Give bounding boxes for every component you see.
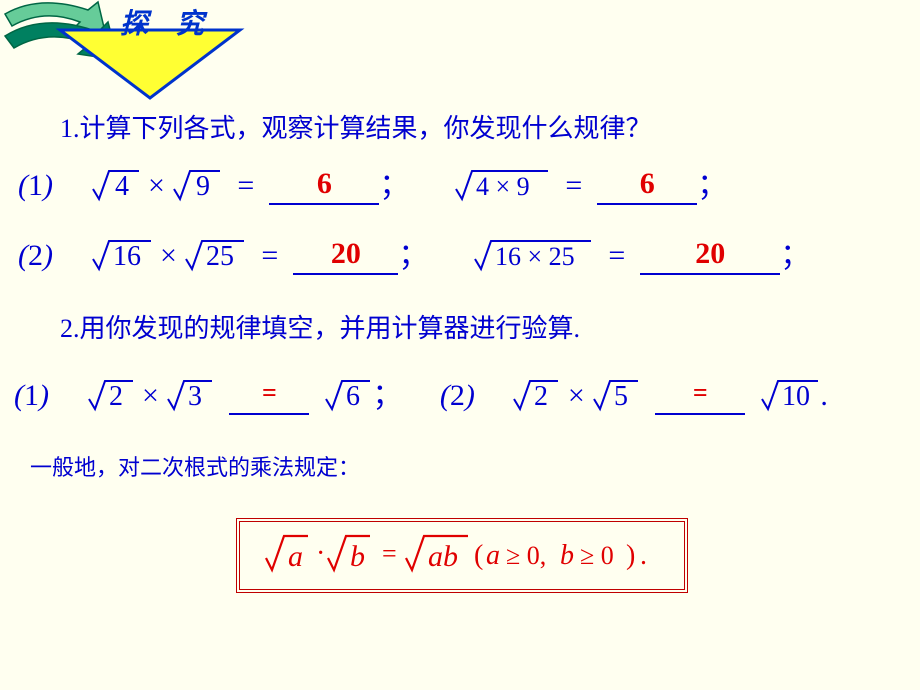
times: × [160, 239, 184, 272]
times: × [568, 379, 592, 412]
paren-close: ) [39, 379, 49, 412]
q2-p1-ans: = [262, 378, 277, 407]
svg-text:10: 10 [782, 381, 810, 412]
q1-l1-blank2: 6 [597, 169, 697, 205]
q1-l1-blank1: 6 [269, 169, 379, 205]
equals: = [254, 239, 286, 272]
semicolon: ； [780, 239, 810, 272]
semicolon: ； [372, 379, 402, 412]
sqrt-2: 2 [87, 379, 135, 412]
banner-text: 探究 [120, 2, 232, 42]
times: × [142, 379, 166, 412]
svg-text:16: 16 [113, 241, 141, 272]
q1-line2: (2) 16 × 25 = 20 ； 16 × 25 = 20 ； [18, 230, 810, 275]
semicolon: ； [697, 169, 727, 202]
svg-text:≥ 0,: ≥ 0, [506, 541, 546, 570]
sqrt-5: 5 [592, 379, 640, 412]
sqrt-10: 10 [760, 379, 820, 412]
q1-l2-label: 2 [28, 239, 43, 272]
q2-prompt: 2.用你发现的规律填空，并用计算器进行验算. [60, 308, 580, 345]
sqrt-6: 6 [324, 379, 372, 412]
svg-text:16 × 25: 16 × 25 [495, 242, 575, 271]
svg-text:9: 9 [196, 171, 210, 202]
q1-l2-blank1: 20 [293, 239, 398, 275]
svg-text:5: 5 [614, 381, 628, 412]
svg-text:): ) [626, 540, 635, 571]
q2-p1-label: 1 [24, 379, 39, 412]
svg-text:.: . [640, 540, 647, 571]
q1-prompt: 1.计算下列各式，观察计算结果，你发现什么规律？ [60, 108, 652, 145]
q1-l1-label: 1 [28, 169, 43, 202]
sqrt-16: 16 [91, 239, 153, 272]
svg-text:(: ( [474, 540, 483, 571]
period: . [820, 379, 828, 412]
q2-p2-blank: = [655, 379, 745, 415]
svg-text:ab: ab [428, 540, 458, 573]
sqrt-3: 3 [166, 379, 214, 412]
svg-text:4: 4 [115, 171, 129, 202]
paren-close: ) [43, 239, 53, 272]
semicolon: ； [398, 239, 428, 272]
svg-text:4 × 9: 4 × 9 [476, 172, 530, 201]
equals: = [558, 169, 590, 202]
svg-text:=: = [382, 539, 397, 568]
q2-p1-blank: = [229, 379, 309, 415]
paren-open: ( [14, 379, 24, 412]
svg-text:2: 2 [534, 381, 548, 412]
paren-open: ( [18, 169, 28, 202]
equals: = [230, 169, 262, 202]
svg-text:b: b [560, 540, 574, 571]
svg-text:·: · [316, 538, 325, 569]
svg-text:b: b [350, 540, 365, 573]
svg-text:3: 3 [188, 381, 202, 412]
svg-text:6: 6 [346, 381, 360, 412]
q1-l2-blank2: 20 [640, 239, 780, 275]
sqrt-9: 9 [172, 169, 222, 202]
svg-text:≥ 0: ≥ 0 [580, 541, 614, 570]
paren-close: ) [465, 379, 475, 412]
times: × [148, 169, 172, 202]
banner-char2: 究 [176, 9, 232, 40]
rule-text: 一般地，对二次根式的乘法规定： [30, 450, 360, 482]
q1-l2-ans2: 20 [695, 237, 725, 270]
banner-char1: 探 [120, 9, 176, 40]
svg-text:a: a [288, 540, 303, 573]
q2-p2-label: 2 [450, 379, 465, 412]
svg-text:2: 2 [109, 381, 123, 412]
q1-l1-ans1: 6 [317, 167, 332, 200]
svg-text:a: a [486, 540, 500, 571]
sqrt-4x9: 4 × 9 [454, 169, 550, 202]
sqrt-16x25: 16 × 25 [473, 239, 593, 272]
sqrt-2b: 2 [512, 379, 560, 412]
q1-line1: (1) 4 × 9 = 6 ； 4 × 9 = 6 ； [18, 160, 727, 205]
formula-svg: a · b = ab ( a ≥ 0, b ≥ 0 ) . [262, 530, 662, 576]
paren-open: ( [18, 239, 28, 272]
formula-box: a · b = ab ( a ≥ 0, b ≥ 0 ) . [236, 518, 688, 593]
q1-l1-ans2: 6 [640, 167, 655, 200]
q2-p2-ans: = [693, 378, 708, 407]
svg-text:25: 25 [206, 241, 234, 272]
semicolon: ； [379, 169, 409, 202]
q1-l2-ans1: 20 [331, 237, 361, 270]
q2-line: (1) 2 × 3 = 6 ； (2) 2 × 5 = 10. [14, 370, 828, 415]
paren-open: ( [440, 379, 450, 412]
sqrt-25: 25 [184, 239, 246, 272]
paren-close: ) [43, 169, 53, 202]
equals: = [601, 239, 633, 272]
sqrt-4: 4 [91, 169, 141, 202]
